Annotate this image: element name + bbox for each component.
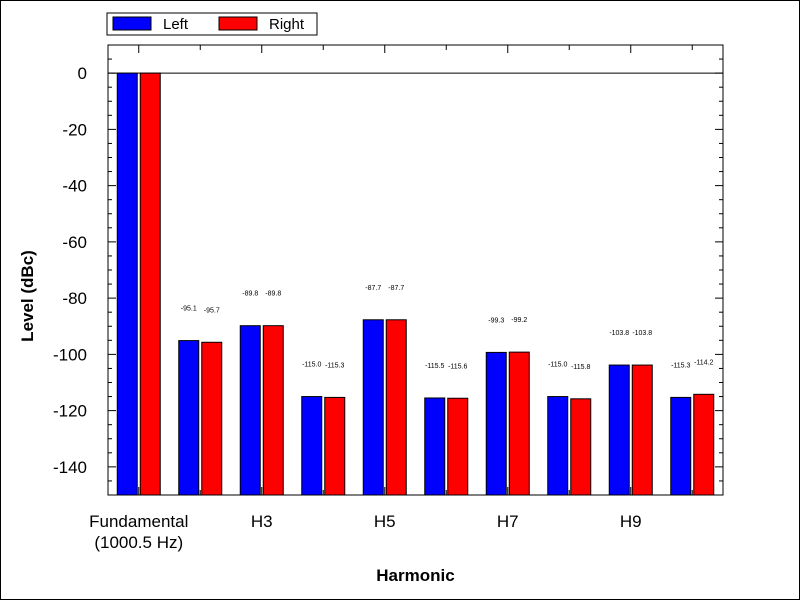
x-axis-title: Harmonic [376,566,454,585]
bar-right-0 [139,72,161,496]
y-tick-label: 0 [78,64,87,83]
x-category-label: H5 [374,512,396,531]
legend-swatch-right [218,16,258,31]
x-category-label: H7 [497,512,519,531]
bar-left-2 [239,325,261,496]
bar-left-9 [670,396,692,496]
legend-box [106,12,318,36]
bar-right-6 [508,351,530,496]
bar-right-1 [201,341,223,496]
x-category-label: (1000.5 Hz) [94,533,183,552]
bar-left-7 [547,396,569,496]
data-label-left-6: -99.3 [488,317,504,324]
bar-left-1 [178,340,200,496]
bar-right-3 [324,396,346,496]
legend-swatch-left [112,16,152,31]
data-label-left-9: -115.3 [671,362,690,369]
bar-right-2 [262,325,284,496]
data-label-left-5: -115.5 [425,363,444,370]
bar-right-9 [693,393,715,496]
data-label-right-8: -103.8 [632,330,652,337]
bar-left-5 [424,397,446,496]
data-label-right-7: -115.8 [571,364,590,371]
y-tick-label: -20 [62,120,87,139]
data-label-right-3: -115.3 [325,362,344,369]
data-label-right-6: -99.2 [511,317,527,324]
y-tick-label: -60 [62,233,87,252]
y-axis-title: Level (dBc) [18,250,37,342]
data-label-right-9: -114.2 [694,359,713,366]
data-label-left-1: -95.1 [181,306,197,313]
legend-label-left: Left [163,16,189,33]
bar-right-4 [385,319,407,496]
y-tick-label: -120 [53,402,87,421]
data-label-left-7: -115.0 [548,362,567,369]
bar-left-6 [485,351,507,496]
data-label-left-4: -87.7 [365,285,381,292]
data-label-right-4: -87.7 [388,285,404,292]
bar-left-8 [608,364,630,496]
data-label-right-1: -95.7 [204,307,220,314]
y-tick-label: -80 [62,289,87,308]
bar-left-3 [301,396,323,496]
y-tick-label: -40 [62,177,87,196]
data-label-right-2: -89.8 [265,291,281,298]
bar-right-5 [447,397,469,496]
bar-left-0 [116,72,138,496]
data-label-right-5: -115.6 [448,363,467,370]
y-tick-label: -140 [53,458,87,477]
plot-area [107,44,724,496]
bar-right-7 [570,398,592,496]
data-label-left-3: -115.0 [302,362,321,369]
data-label-left-8: -103.8 [609,330,629,337]
legend-label-right: Right [269,16,305,33]
x-category-label: Fundamental [89,512,188,531]
bar-right-8 [631,364,653,496]
data-label-left-2: -89.8 [242,291,258,298]
x-category-label: H9 [620,512,642,531]
y-tick-label: -100 [53,345,87,364]
bar-left-4 [362,319,384,496]
x-category-label: H3 [251,512,273,531]
